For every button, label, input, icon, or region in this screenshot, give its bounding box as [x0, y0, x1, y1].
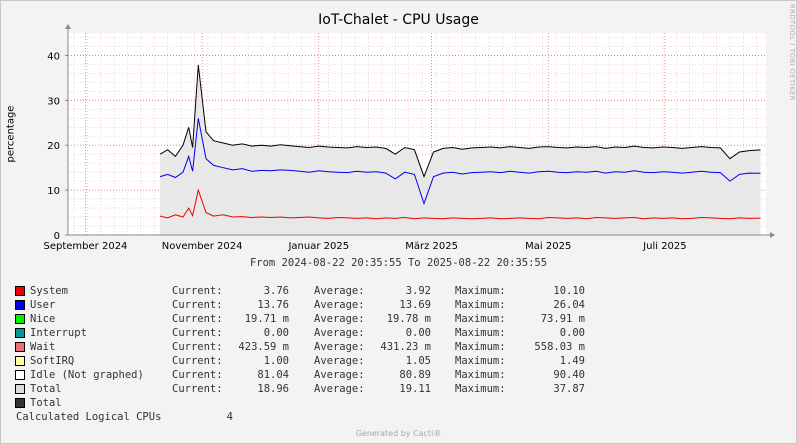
legend-current-label: Current: — [172, 355, 223, 367]
legend-average-label: Average: — [314, 341, 365, 353]
legend-maximum-label: Maximum: — [455, 285, 506, 297]
legend-average-label: Average: — [314, 299, 365, 311]
legend-maximum-label: Maximum: — [455, 355, 506, 367]
legend-maximum-label: Maximum: — [455, 369, 506, 381]
x-tick-label: September 2024 — [44, 241, 128, 252]
y-axis-arrow — [65, 24, 71, 29]
x-tick-label: Januar 2025 — [287, 241, 349, 252]
legend-series-name: Interrupt — [30, 327, 87, 339]
legend-average-value: 1.05 — [405, 355, 431, 367]
y-tick-label: 20 — [47, 141, 60, 152]
legend-maximum-label: Maximum: — [455, 341, 506, 353]
legend-maximum-value: 558.03 m — [534, 341, 585, 353]
chart-title: IoT-Chalet - CPU Usage — [318, 12, 479, 28]
legend-average-label: Average: — [314, 355, 365, 367]
calculated-cpus-value: 4 — [226, 411, 233, 423]
total-area — [160, 65, 761, 236]
legend-current-label: Current: — [172, 369, 223, 381]
legend-series-name: Total — [30, 397, 62, 409]
legend-average-value: 0.00 — [405, 327, 431, 339]
legend-series-name: Total — [30, 383, 62, 395]
rrdtool-watermark: RRDTOOL / TOBI OETIKER — [788, 4, 796, 101]
legend-average-value: 19.78 m — [386, 313, 431, 325]
legend-swatch — [15, 370, 25, 380]
legend-maximum-value: 37.87 — [553, 383, 585, 395]
legend-swatch — [15, 328, 25, 338]
legend-average-label: Average: — [314, 327, 365, 339]
legend-current-value: 81.04 — [257, 369, 289, 381]
legend-current-label: Current: — [172, 313, 223, 325]
legend-average-value: 431.23 m — [380, 341, 431, 353]
legend-maximum-value: 1.49 — [559, 355, 585, 367]
legend-current-value: 423.59 m — [238, 341, 289, 353]
legend-average-label: Average: — [314, 383, 365, 395]
legend-maximum-label: Maximum: — [455, 299, 506, 311]
time-range-text: From 2024-08-22 20:35:55 To 2025-08-22 2… — [249, 257, 548, 269]
legend-average-value: 80.89 — [399, 369, 431, 381]
legend-series-name: Idle (Not graphed) — [30, 369, 144, 381]
legend-current-value: 19.71 m — [244, 313, 289, 325]
legend-maximum-label: Maximum: — [455, 383, 506, 395]
legend-current-value: 13.76 — [257, 299, 289, 311]
legend-swatch — [15, 314, 25, 324]
legend-swatch — [15, 342, 25, 352]
y-tick-label: 30 — [47, 96, 60, 107]
legend-maximum-value: 10.10 — [553, 285, 585, 297]
legend-maximum-value: 26.04 — [553, 299, 585, 311]
legend-series-name: Wait — [30, 341, 56, 353]
legend-swatch — [15, 356, 25, 366]
legend-average-value: 3.92 — [405, 285, 431, 297]
footer-credit: Generated by Cacti® — [355, 429, 442, 438]
legend-average-value: 19.11 — [399, 383, 431, 395]
series-line-total — [159, 64, 761, 179]
x-tick-label: Mai 2025 — [525, 241, 571, 252]
legend-series-name: SoftIRQ — [30, 355, 75, 367]
legend-maximum-label: Maximum: — [455, 327, 506, 339]
legend-average-label: Average: — [314, 369, 365, 381]
legend-swatch — [15, 300, 25, 310]
legend-maximum-value: 0.00 — [559, 327, 585, 339]
y-tick-label: 40 — [47, 51, 60, 62]
calculated-cpus-label: Calculated Logical CPUs — [16, 411, 162, 423]
series-line-system — [159, 188, 761, 220]
legend-series-name: User — [30, 299, 56, 311]
legend-series-name: Nice — [30, 313, 56, 325]
legend-swatch — [15, 286, 25, 296]
x-axis-arrow — [770, 232, 775, 238]
x-tick-label: November 2024 — [162, 241, 243, 252]
legend-maximum-value: 90.40 — [553, 369, 585, 381]
legend-current-label: Current: — [172, 299, 223, 311]
legend-average-value: 13.69 — [399, 299, 431, 311]
legend-average-label: Average: — [314, 285, 365, 297]
legend-current-value: 18.96 — [257, 383, 289, 395]
legend-swatch — [15, 384, 25, 394]
legend-maximum-label: Maximum: — [455, 313, 506, 325]
legend-average-label: Average: — [314, 313, 365, 325]
legend-maximum-value: 73.91 m — [540, 313, 585, 325]
legend-current-label: Current: — [172, 383, 223, 395]
legend-current-value: 3.76 — [263, 285, 289, 297]
legend-swatch — [15, 398, 25, 408]
legend-current-label: Current: — [172, 341, 223, 353]
legend-current-label: Current: — [172, 327, 223, 339]
y-tick-label: 10 — [47, 186, 60, 197]
legend-series-name: System — [30, 285, 68, 297]
series-line-user — [159, 118, 761, 206]
legend-current-value: 1.00 — [263, 355, 289, 367]
legend-current-label: Current: — [172, 285, 223, 297]
legend-current-value: 0.00 — [263, 327, 289, 339]
x-tick-label: Juli 2025 — [642, 241, 686, 252]
y-tick-label: 0 — [54, 231, 60, 242]
x-tick-label: März 2025 — [405, 241, 458, 252]
